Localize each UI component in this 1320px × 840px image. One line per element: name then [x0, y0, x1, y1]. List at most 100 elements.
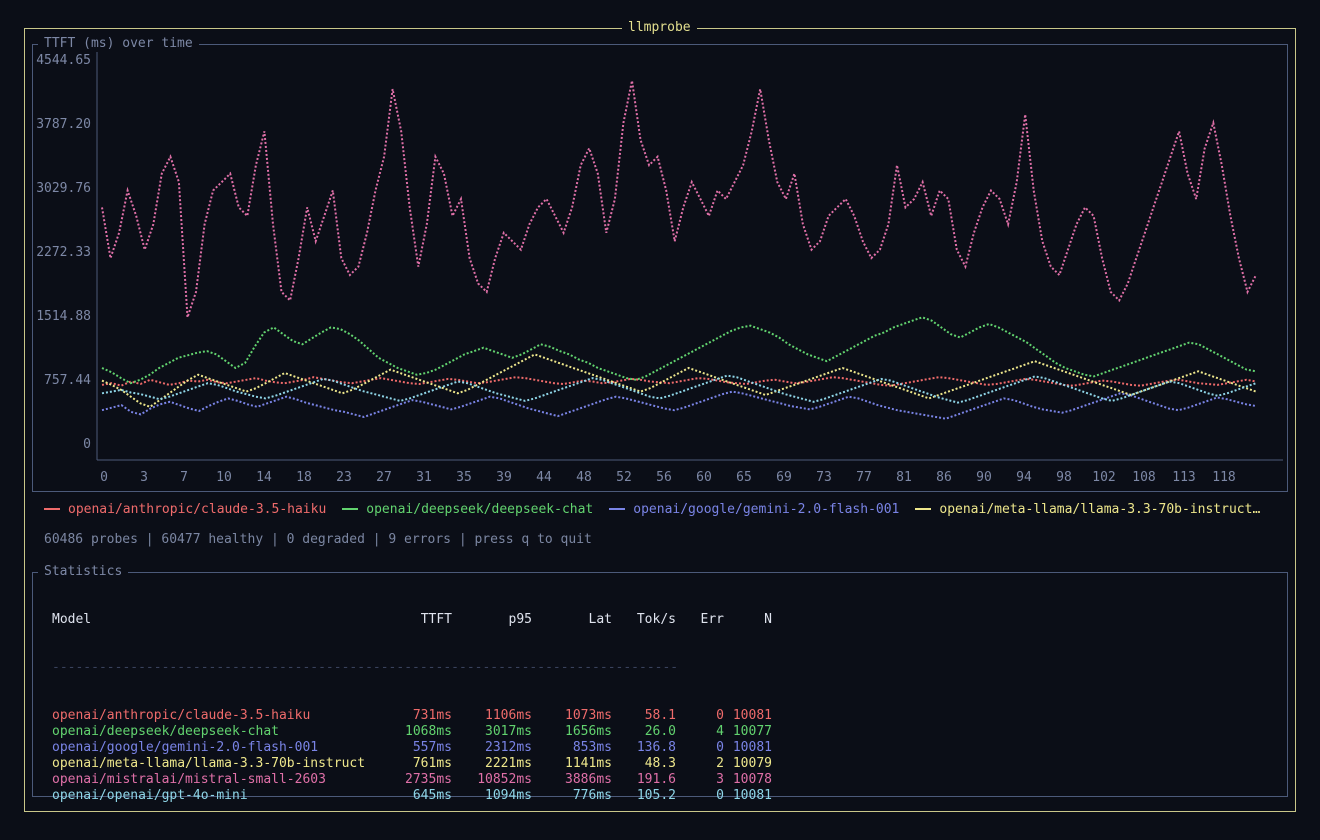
x-tick-label: 35 [456, 470, 472, 485]
cell-ttft: 731ms [412, 708, 452, 723]
series-line [101, 390, 1257, 420]
x-tick-label: 18 [296, 470, 312, 485]
cell-p95: 2221ms [485, 756, 532, 771]
x-tick-label: 94 [1016, 470, 1032, 485]
status-line: 60486 probes | 60477 healthy | 0 degrade… [44, 532, 592, 547]
series-line [101, 80, 1257, 318]
cell-tok: 58.1 [644, 708, 676, 723]
app-title: llmprobe [622, 20, 697, 36]
cell-p95: 3017ms [485, 724, 532, 739]
cell-err: 0 [716, 708, 724, 723]
cell-tok: 191.6 [636, 772, 676, 787]
cell-ttft: 557ms [412, 740, 452, 755]
cell-ttft: 2735ms [405, 772, 452, 787]
x-tick-label: 118 [1212, 470, 1235, 485]
x-tick-label: 69 [776, 470, 792, 485]
table-row: openai/deepseek/deepseek-chat 1068ms 3017m… [52, 724, 772, 740]
legend-label: openai/deepseek/deepseek-chat [366, 501, 594, 517]
cell-model: openai/google/gemini-2.0-flash-001 [52, 740, 319, 755]
x-tick-label: 86 [936, 470, 952, 485]
cell-tok: 136.8 [636, 740, 676, 755]
legend-item: openai/deepseek/deepseek-chat [342, 500, 593, 518]
cell-n: 10081 [732, 708, 772, 723]
x-tick-label: 3 [140, 470, 148, 485]
cell-err: 2 [716, 756, 724, 771]
cell-err: 0 [716, 788, 724, 803]
cell-err: 3 [716, 772, 724, 787]
cell-err: 4 [716, 724, 724, 739]
cell-model: openai/mistralai/mistral-small-2603 [52, 772, 326, 787]
cell-model: openai/openai/gpt-4o-mini [52, 788, 248, 803]
statistics-panel-title: Statistics [38, 564, 129, 580]
chart-legend: openai/anthropic/claude-3.5-haiku openai/… [44, 500, 1294, 518]
legend-label: openai/anthropic/claude-3.5-haiku [68, 501, 327, 517]
cell-p95: 2312ms [485, 740, 532, 755]
x-tick-label: 65 [736, 470, 752, 485]
cell-lat: 3886ms [565, 772, 612, 787]
cell-p95: 1106ms [485, 708, 532, 723]
x-tick-label: 10 [216, 470, 232, 485]
cell-lat: 1656ms [565, 724, 612, 739]
cell-model: openai/anthropic/claude-3.5-haiku [52, 708, 311, 723]
x-tick-label: 81 [896, 470, 912, 485]
y-tick-label: 0 [83, 437, 91, 452]
legend-swatch [342, 508, 359, 510]
legend-item: openai/anthropic/claude-3.5-haiku [44, 500, 326, 518]
series-line [101, 374, 1257, 404]
cell-n: 10077 [732, 724, 772, 739]
legend-swatch [915, 508, 932, 510]
series-path [101, 316, 1257, 385]
cell-p95: 10852ms [477, 772, 532, 787]
table-row: openai/anthropic/claude-3.5-haiku 731ms 11… [52, 708, 772, 724]
header-n: N [764, 612, 772, 627]
statistics-table: Model TTFT p95 Lat Tok/s Err N ---------… [52, 580, 772, 836]
y-tick-label: 1514.88 [36, 309, 91, 324]
cell-lat: 853ms [572, 740, 612, 755]
cell-n: 10079 [732, 756, 772, 771]
cell-model: openai/meta-llama/llama-3.3-70b-instruct [52, 756, 366, 771]
cell-ttft: 645ms [412, 788, 452, 803]
statistics-panel [32, 572, 1288, 797]
table-row: openai/meta-llama/llama-3.3-70b-instruct… [52, 756, 772, 772]
x-tick-label: 102 [1092, 470, 1115, 485]
x-tick-label: 60 [696, 470, 712, 485]
header-ttft: TTFT [420, 612, 452, 627]
x-tick-label: 113 [1172, 470, 1195, 485]
series-path [101, 390, 1257, 420]
header-model: Model [52, 612, 92, 627]
series-line [101, 353, 1257, 408]
table-row: openai/google/gemini-2.0-flash-001 557ms 2… [52, 740, 772, 756]
legend-swatch [44, 508, 60, 510]
cell-model: openai/deepseek/deepseek-chat [52, 724, 279, 739]
chart-panel-title: TTFT (ms) over time [38, 36, 199, 52]
y-tick-label: 757.44 [44, 373, 91, 388]
cell-tok: 48.3 [644, 756, 676, 771]
x-tick-label: 73 [816, 470, 832, 485]
header-lat: Lat [588, 612, 612, 627]
y-tick-label: 4544.65 [36, 53, 91, 68]
table-header-row: Model TTFT p95 Lat Tok/s Err N [52, 612, 772, 628]
y-tick-label: 3029.76 [36, 181, 91, 196]
header-err: Err [700, 612, 724, 627]
x-tick-label: 48 [576, 470, 592, 485]
cell-ttft: 761ms [412, 756, 452, 771]
x-tick-label: 7 [180, 470, 188, 485]
x-tick-label: 23 [336, 470, 352, 485]
y-tick-label: 3787.20 [36, 117, 91, 132]
header-p95: p95 [508, 612, 532, 627]
legend-swatch [609, 508, 626, 510]
series-line [101, 376, 1257, 387]
cell-n: 10081 [732, 740, 772, 755]
series-path [101, 353, 1257, 408]
legend-item: openai/google/gemini-2.0-flash-001 [609, 500, 899, 518]
cell-n: 10081 [732, 788, 772, 803]
x-tick-label: 108 [1132, 470, 1155, 485]
cell-tok: 105.2 [636, 788, 676, 803]
x-tick-label: 44 [536, 470, 552, 485]
cell-lat: 1073ms [565, 708, 612, 723]
x-tick-label: 52 [616, 470, 632, 485]
cell-p95: 1094ms [485, 788, 532, 803]
x-tick-label: 98 [1056, 470, 1072, 485]
table-row: openai/mistralai/mistral-small-2603 2735m… [52, 772, 772, 788]
